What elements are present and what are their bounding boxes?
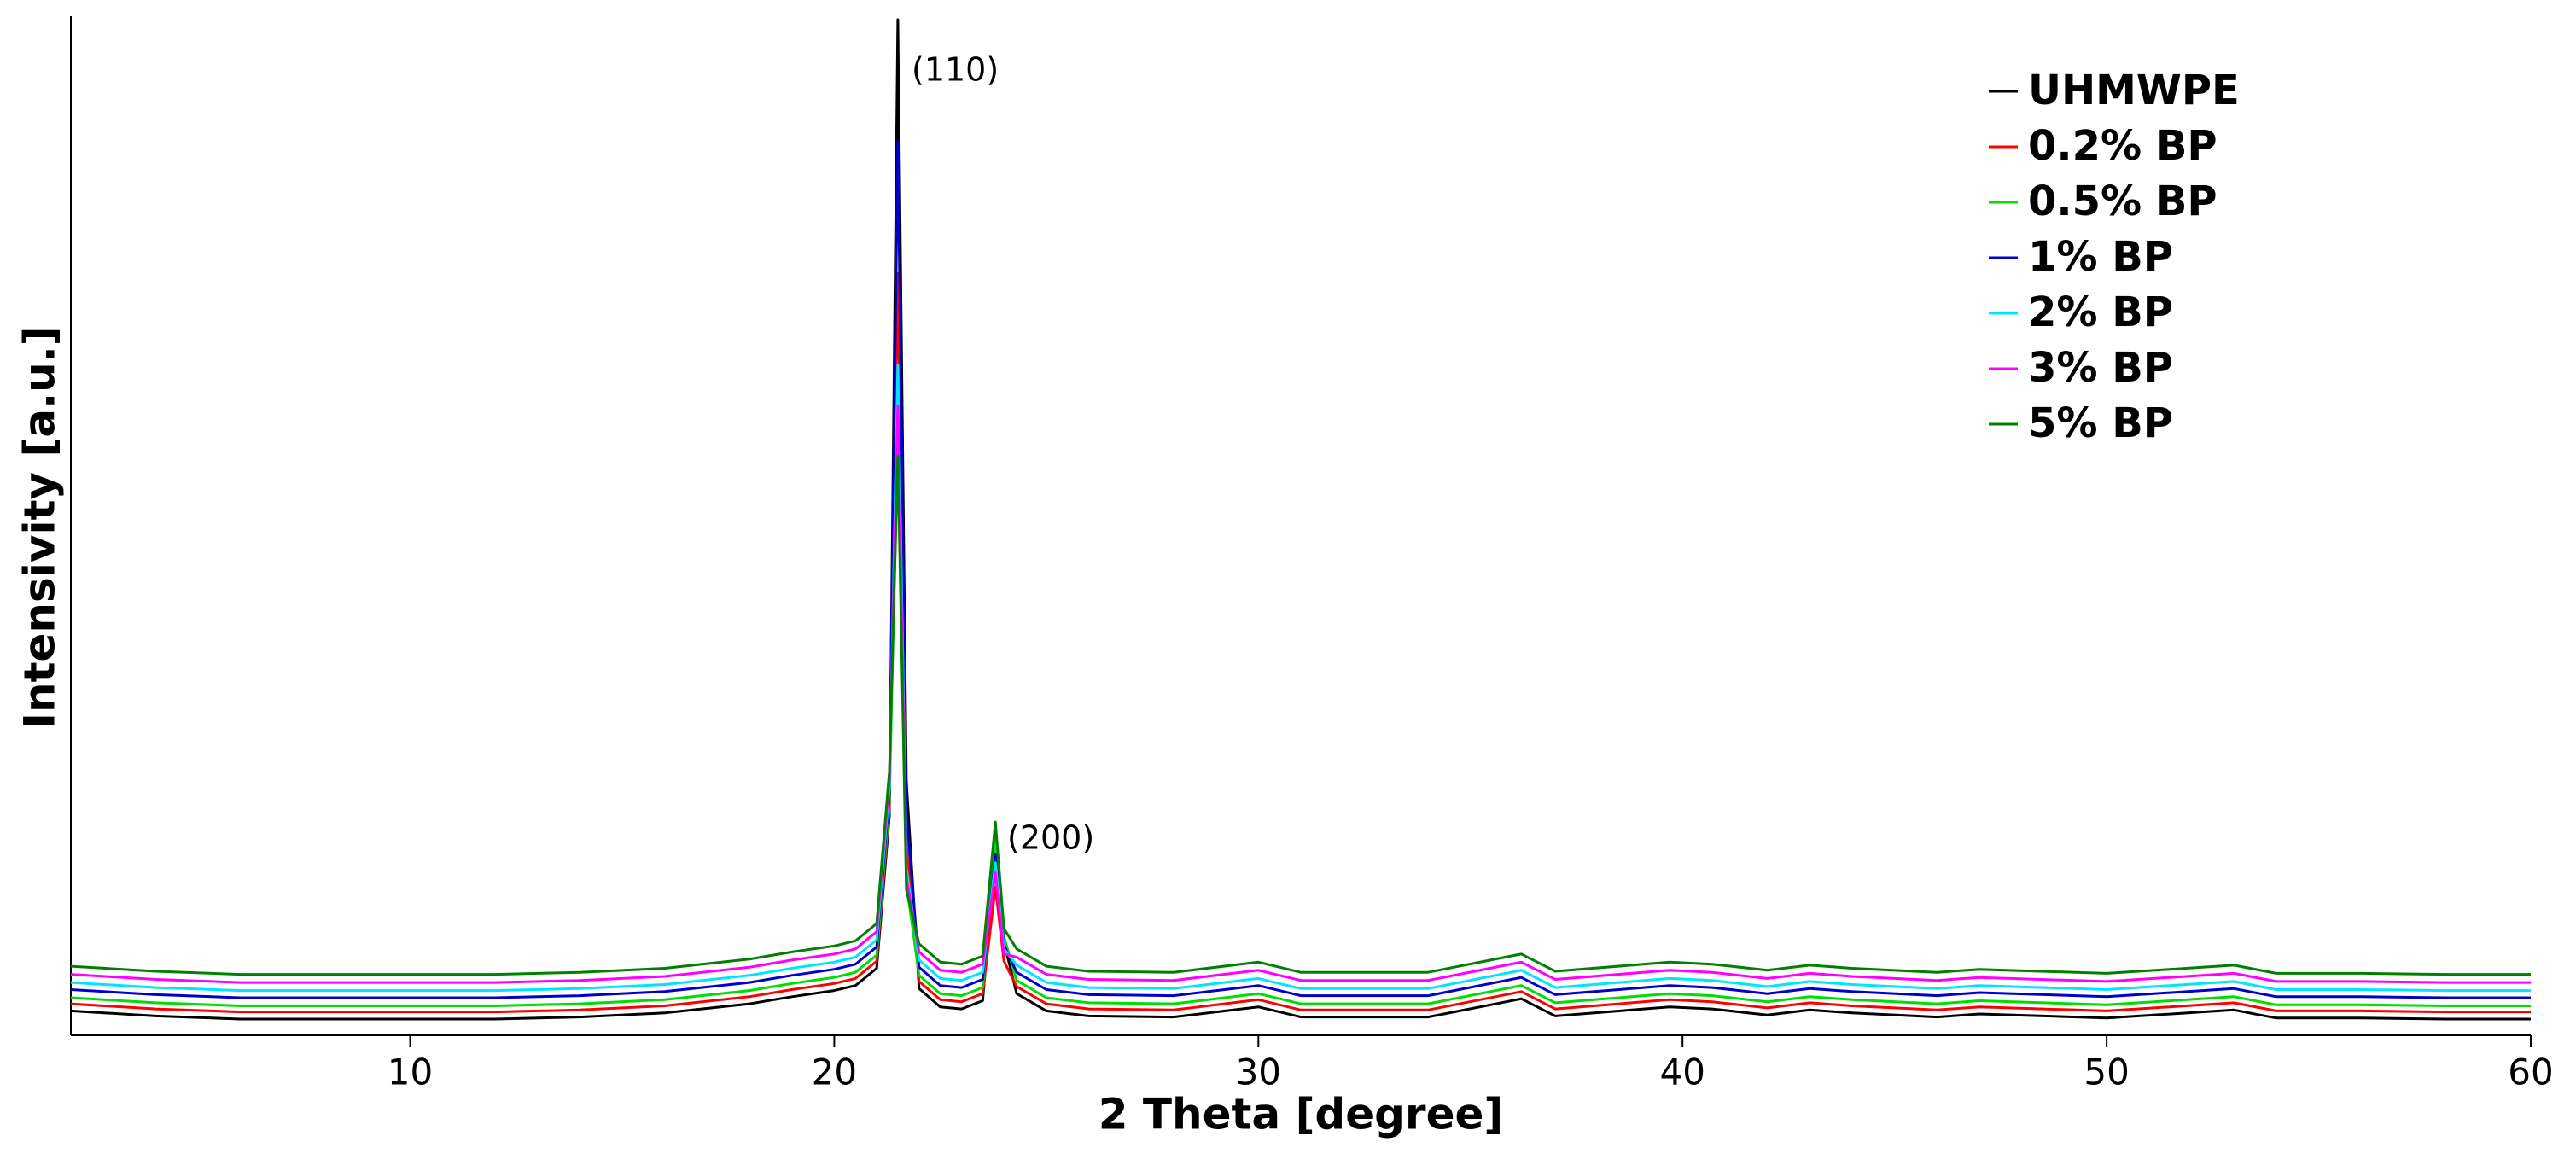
legend-label: 3% BP bbox=[2028, 344, 2173, 392]
x-tick-label: 60 bbox=[2508, 1051, 2553, 1093]
x-tick-label: 40 bbox=[1659, 1051, 1705, 1093]
x-tick-label: 30 bbox=[1236, 1051, 1281, 1093]
series-line bbox=[70, 404, 2531, 984]
peak-annotation: (200) bbox=[1007, 819, 1094, 857]
series-line bbox=[70, 272, 2531, 1014]
y-axis-title: Intensivity [a.u.] bbox=[15, 326, 65, 728]
series-line bbox=[70, 18, 2531, 1021]
x-axis-title: 2 Theta [degree] bbox=[1099, 1090, 1504, 1139]
x-tick-label: 10 bbox=[388, 1051, 433, 1093]
series-line bbox=[70, 455, 2531, 976]
series-line bbox=[70, 364, 2531, 993]
legend-label: 0.5% BP bbox=[2028, 178, 2218, 225]
legend-label: 2% BP bbox=[2028, 288, 2173, 336]
x-tick-label: 50 bbox=[2084, 1051, 2129, 1093]
series-line bbox=[70, 424, 2531, 1007]
legend-label: 0.2% BP bbox=[2028, 122, 2218, 170]
legend-label: UHMWPE bbox=[2028, 67, 2240, 114]
x-tick-label: 20 bbox=[812, 1051, 857, 1093]
peak-annotation: (110) bbox=[912, 51, 999, 89]
legend-label: 5% BP bbox=[2028, 399, 2173, 447]
legend-label: 1% BP bbox=[2028, 233, 2173, 281]
